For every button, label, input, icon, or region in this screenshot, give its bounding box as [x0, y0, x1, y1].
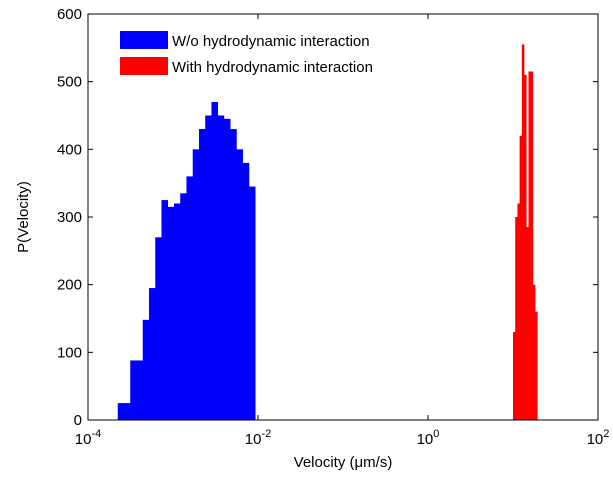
x-axis-label: Velocity (μm/s): [294, 454, 393, 471]
bar-series-1-4: [142, 319, 150, 420]
bar-series-2-6: [526, 227, 529, 420]
y-tick-label-6: 600: [57, 6, 82, 23]
bar-series-1-7: [161, 200, 169, 420]
bar-series-1-10: [180, 193, 187, 420]
bar-series-1-1: [124, 403, 131, 420]
bar-series-2-10: [535, 311, 538, 420]
bar-series-2-0: [513, 332, 516, 420]
x-tick-label-0: 10-4: [75, 428, 101, 448]
bar-series-2-2: [517, 203, 520, 420]
y-tick-label-3: 300: [57, 209, 82, 226]
bar-series-2-1: [515, 217, 518, 420]
legend-swatch-series-2: [120, 57, 168, 75]
bar-series-1-6: [155, 237, 162, 420]
bar-series-1-5: [148, 288, 156, 420]
y-tick-label-2: 200: [57, 277, 82, 294]
legend-label-series-2: With hydrodynamic interaction: [172, 59, 373, 76]
bar-series-1-17: [223, 118, 231, 420]
bar-series-2-9: [532, 284, 536, 420]
y-tick-label-4: 400: [57, 141, 82, 158]
y-tick-label-1: 100: [57, 344, 82, 361]
x-tick-label-3: 102: [587, 428, 610, 448]
bar-series-1-19: [236, 149, 243, 420]
bar-series-1-16: [217, 115, 225, 420]
bar-series-2-8: [530, 71, 534, 421]
bar-series-1-13: [198, 129, 206, 420]
plot-bars: [117, 44, 538, 421]
bar-series-2-7: [528, 71, 531, 421]
legend-label-series-1: W/o hydrodynamic interaction: [172, 33, 370, 50]
bar-series-1-2: [130, 360, 137, 420]
bar-series-1-14: [205, 115, 212, 420]
bar-series-1-8: [167, 206, 175, 420]
bar-series-1-18: [230, 129, 237, 420]
legend: W/o hydrodynamic interaction With hydrod…: [120, 31, 373, 76]
bar-series-1-15: [211, 101, 219, 420]
bar-series-2-5: [524, 74, 527, 421]
y-tick-label-5: 500: [57, 74, 82, 91]
x-tick-label-2: 100: [417, 428, 440, 448]
y-axis-label: P(Velocity): [15, 181, 32, 253]
y-axis-ticks: 0 100 200 300 400 500 600: [57, 6, 598, 429]
bar-series-2-3: [519, 135, 523, 421]
x-tick-label-1: 10-2: [245, 428, 271, 448]
bar-series-1-12: [192, 149, 200, 420]
bar-series-1-11: [186, 176, 194, 420]
bar-series-1-3: [136, 360, 144, 420]
bar-series-1-9: [173, 203, 181, 420]
bar-series-1-21: [248, 186, 256, 420]
x-axis-ticks: 10-4 10-2 100 102: [75, 14, 610, 448]
bar-series-2-4: [521, 44, 525, 420]
y-tick-label-0: 0: [74, 412, 82, 429]
bar-series-1-20: [242, 162, 250, 420]
bar-series-1-0: [117, 403, 125, 420]
legend-swatch-series-1: [120, 31, 168, 49]
